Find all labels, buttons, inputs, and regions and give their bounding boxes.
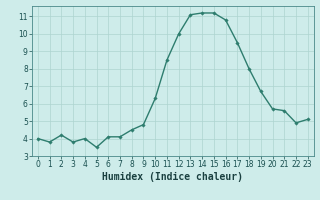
X-axis label: Humidex (Indice chaleur): Humidex (Indice chaleur) [102,172,243,182]
